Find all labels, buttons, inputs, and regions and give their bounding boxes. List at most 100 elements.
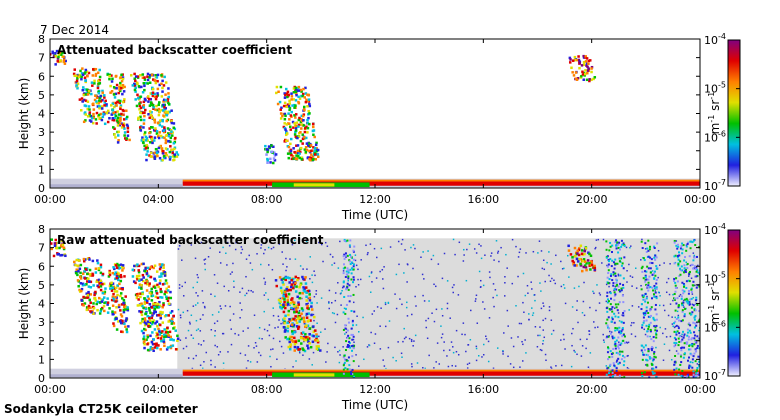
cloud-pixel: [97, 268, 101, 272]
noise-pixel: [645, 270, 648, 273]
noise-speckle: [628, 309, 630, 311]
cloud-pixel: [148, 325, 152, 328]
cloud-pixel: [300, 123, 304, 126]
noise-speckle: [544, 353, 547, 356]
noise-pixel: [613, 294, 616, 297]
cloud-pixel: [98, 78, 101, 82]
noise-pixel: [678, 319, 681, 322]
cloud-pixel: [60, 253, 64, 257]
cloud-pixel: [310, 149, 313, 153]
cloud-pixel: [156, 121, 160, 125]
colorbar-tick-label: 10-7: [704, 178, 726, 193]
noise-speckle: [571, 344, 573, 347]
noise-speckle: [383, 266, 385, 268]
noise-speckle: [431, 312, 433, 314]
cloud-pixel: [294, 127, 298, 130]
cloud-pixel: [288, 99, 291, 103]
cloud-pixel: [164, 81, 168, 84]
cloud-pixel: [161, 90, 164, 93]
noise-pixel: [622, 321, 625, 324]
cloud-pixel: [139, 95, 142, 98]
noise-speckle: [272, 314, 275, 317]
noise-pixel: [647, 267, 650, 270]
cloud-pixel: [61, 243, 65, 246]
noise-speckle: [644, 248, 647, 250]
noise-speckle: [203, 361, 205, 363]
cloud-pixel: [75, 81, 79, 84]
cloud-pixel: [99, 285, 103, 288]
noise-pixel: [350, 309, 353, 312]
noise-pixel: [682, 283, 685, 286]
cloud-pixel: [152, 285, 156, 289]
cloud-pixel: [156, 108, 159, 112]
cloud-pixel: [290, 110, 293, 114]
cloud-pixel: [154, 279, 157, 282]
noise-pixel: [345, 303, 348, 306]
cloud-pixel: [152, 266, 155, 270]
noise-speckle: [326, 245, 329, 247]
noise-speckle: [542, 329, 545, 331]
cloud-pixel: [157, 136, 161, 140]
noise-speckle: [268, 264, 270, 266]
noise-speckle: [241, 287, 244, 290]
cloud-pixel: [108, 273, 112, 277]
cloud-pixel: [306, 126, 310, 130]
cloud-pixel: [162, 130, 166, 134]
noise-speckle: [553, 279, 555, 282]
cloud-pixel: [588, 59, 592, 62]
cloud-pixel: [102, 112, 105, 116]
noise-speckle: [458, 241, 461, 244]
cloud-pixel: [101, 98, 104, 102]
cloud-pixel: [155, 342, 158, 345]
noise-speckle: [337, 267, 340, 269]
noise-speckle: [234, 332, 236, 335]
cloud-pixel: [283, 290, 287, 294]
cloud-pixel: [275, 284, 279, 288]
noise-pixel: [347, 275, 350, 278]
cloud-pixel: [297, 89, 301, 92]
noise-speckle: [382, 278, 384, 280]
boundary-layer-upper: [182, 179, 700, 182]
cloud-pixel: [97, 280, 101, 283]
noise-speckle: [204, 268, 206, 271]
cloud-pixel: [164, 279, 168, 282]
noise-speckle: [440, 325, 442, 327]
noise-pixel: [614, 293, 617, 296]
cloud-pixel: [148, 127, 151, 130]
noise-speckle: [272, 337, 275, 340]
cloud-pixel: [170, 319, 173, 323]
noise-speckle: [435, 308, 438, 311]
cloud-pixel: [156, 302, 160, 306]
noise-pixel: [611, 355, 614, 358]
cloud-pixel: [139, 292, 142, 295]
noise-speckle: [462, 322, 465, 324]
x-tick-label: 20:00: [576, 383, 608, 396]
noise-pixel: [349, 263, 352, 266]
cloud-pixel: [586, 71, 589, 75]
cloud-pixel: [143, 269, 147, 273]
cloud-pixel: [155, 306, 159, 309]
noise-speckle: [610, 331, 613, 333]
cloud-pixel: [111, 102, 115, 105]
noise-pixel: [652, 358, 655, 361]
noise-pixel: [352, 278, 355, 281]
noise-pixel: [683, 259, 686, 262]
noise-pixel: [613, 321, 616, 324]
noise-pixel: [609, 332, 612, 335]
noise-pixel: [643, 371, 646, 374]
cloud-pixel: [294, 116, 297, 119]
noise-pixel: [678, 368, 681, 371]
cloud-pixel: [98, 282, 101, 285]
noise-speckle: [406, 301, 408, 304]
noise-pixel: [648, 355, 651, 358]
noise-pixel: [693, 318, 696, 321]
noise-speckle: [484, 254, 486, 256]
cloud-pixel: [593, 268, 597, 271]
cloud-pixel: [571, 71, 574, 74]
noise-pixel: [686, 243, 689, 246]
cloud-pixel: [112, 299, 116, 302]
noise-pixel: [654, 356, 657, 359]
noise-pixel: [642, 312, 645, 315]
noise-pixel: [348, 260, 351, 263]
noise-speckle: [564, 348, 566, 350]
